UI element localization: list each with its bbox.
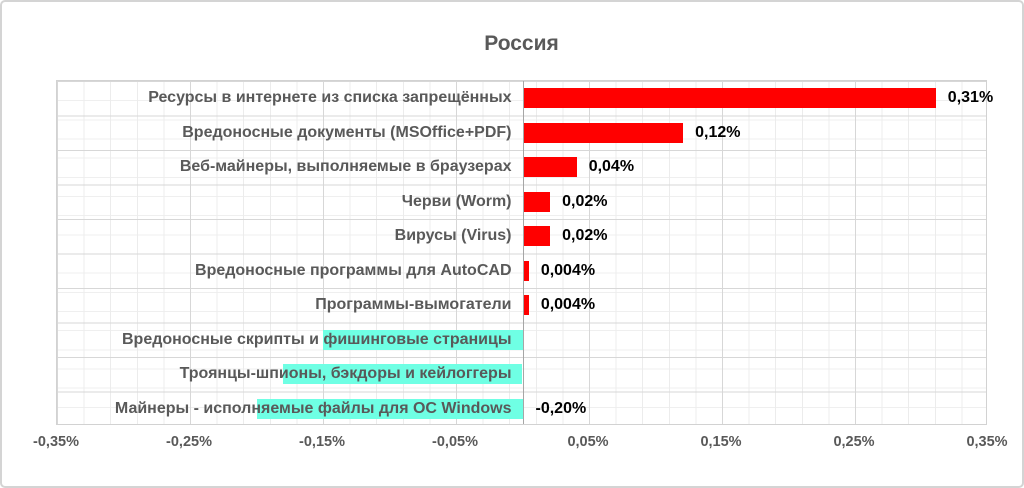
category-label: Вредоносные скрипты и фишинговые страниц… <box>121 330 512 348</box>
plot-area: Ресурсы в интернете из списка запрещённы… <box>56 80 993 425</box>
x-axis-tick-label: 0,05% <box>567 434 609 450</box>
bar-negative <box>323 329 523 350</box>
value-label: -0,20% <box>535 399 587 417</box>
bar-positive <box>523 122 684 143</box>
category-label: Вредоносные документы (MSOffice+PDF) <box>182 123 512 141</box>
bar-negative <box>283 364 523 385</box>
category-label: Вирусы (Virus) <box>394 227 512 244</box>
x-axis-tick-label: -0,05% <box>432 434 478 450</box>
category-label: Программы-вымогатели <box>315 296 512 313</box>
x-axis: -0,35% -0,25% -0,15% -0,05% 0,05% 0,15% 0,25% 0… <box>33 434 1008 458</box>
bar-positive <box>523 226 551 247</box>
zero-axis-line <box>522 81 524 424</box>
bar-negative <box>256 398 523 419</box>
x-axis-tick-label: -0,35% <box>33 434 79 450</box>
value-label: 0,02% <box>562 227 608 244</box>
category-label: Троянцы-шпионы, бэкдоры и кейлоггеры <box>179 365 512 382</box>
x-axis-tick-label: 0,15% <box>700 434 742 450</box>
category-label: Веб-майнеры, выполняемые в браузерах <box>179 158 512 175</box>
x-axis-tick-label: 0,25% <box>833 434 875 450</box>
value-label: 0,04% <box>588 158 635 175</box>
bar-positive <box>523 260 529 281</box>
bar-positive <box>523 295 529 316</box>
value-label: 0,02% <box>562 192 608 210</box>
x-axis-tick-label: -0,15% <box>299 434 345 450</box>
x-axis-tick-label: 0,35% <box>966 434 1008 450</box>
value-label: 0,31% <box>947 89 994 106</box>
bar-positive <box>523 191 551 212</box>
bar-positive <box>523 88 936 109</box>
value-label: 0,004% <box>540 261 596 279</box>
value-label: 0,004% <box>540 296 596 313</box>
bar-positive <box>523 157 577 178</box>
category-label: Вредоносные программы для AutoCAD <box>195 261 512 279</box>
category-label: Майнеры - исполняемые файлы для ОС Windo… <box>114 399 512 417</box>
value-label: 0,12% <box>695 123 741 141</box>
chart-title: Россия <box>484 32 559 55</box>
category-label: Черви (Worm) <box>401 192 512 210</box>
x-axis-tick-label: -0,25% <box>166 434 212 450</box>
category-label: Ресурсы в интернете из списка запрещённы… <box>148 89 512 106</box>
